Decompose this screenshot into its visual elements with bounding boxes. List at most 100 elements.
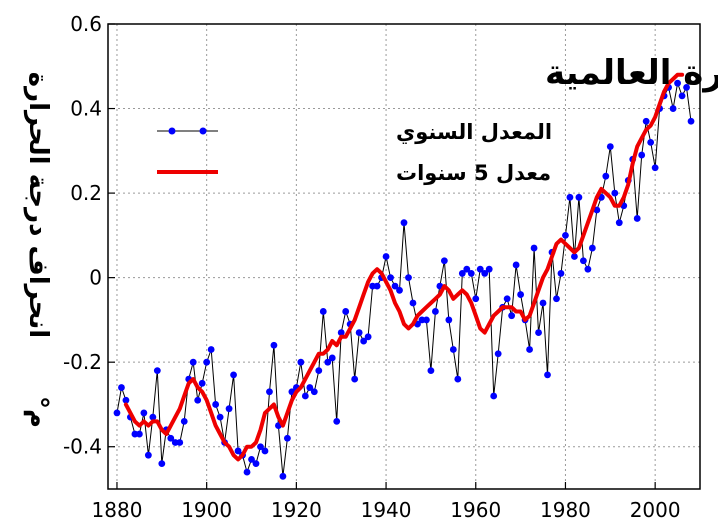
annual-mean-point	[579, 257, 587, 265]
annual-mean-point	[203, 358, 211, 366]
annual-mean-point	[409, 299, 417, 307]
annual-mean-point	[144, 451, 152, 459]
annual-mean-point	[270, 341, 278, 349]
series-layer	[113, 72, 695, 480]
annual-mean-point	[315, 367, 323, 375]
x-tick-label: 2000	[630, 498, 681, 522]
y-axis-label: انحراف درجة الحرارة	[23, 72, 53, 338]
annual-mean-point	[118, 384, 125, 391]
annual-mean-point	[584, 265, 592, 273]
annual-mean-point	[431, 308, 439, 315]
annual-mean-point	[266, 388, 273, 396]
annual-mean-point	[678, 92, 686, 100]
grid-lines	[108, 23, 700, 489]
y-tick-label: 0.2	[70, 181, 102, 205]
annual-mean-point	[252, 460, 260, 468]
annual-mean-point	[508, 312, 516, 320]
annual-mean-point	[638, 151, 646, 159]
annual-mean-point	[207, 346, 215, 353]
annual-mean-point	[310, 388, 318, 396]
annual-mean-point	[396, 286, 403, 294]
annual-mean-point	[674, 79, 681, 87]
legend-annual-marker-left	[168, 127, 176, 135]
x-tick-label: 1920	[271, 498, 322, 522]
annual-mean-point	[539, 299, 547, 307]
annual-mean-point	[113, 409, 121, 417]
annual-mean-point	[494, 350, 502, 358]
annual-mean-point	[481, 270, 489, 277]
annual-mean-point	[234, 447, 242, 455]
annual-mean-point	[503, 295, 511, 303]
annual-mean-point	[189, 358, 197, 366]
annual-mean-point	[566, 193, 574, 201]
annual-mean-point	[647, 138, 655, 146]
annual-mean-point	[364, 333, 372, 341]
annual-mean-point	[633, 215, 641, 222]
annual-mean-point	[297, 358, 305, 366]
y-tick-label: 0.4	[70, 97, 102, 121]
axis-ticks: 1880 1900 1920 1940 1960 1980 2000 -0.4 -0.2 0 0.2…	[63, 12, 681, 522]
annual-mean-point	[485, 265, 493, 273]
annual-mean-point	[257, 443, 264, 451]
annual-mean-point	[683, 84, 690, 91]
annual-mean-point	[687, 117, 695, 125]
x-tick-label: 1960	[450, 498, 501, 522]
annual-mean-point	[328, 354, 336, 362]
annual-mean-point	[135, 430, 143, 438]
annual-mean-point	[387, 274, 394, 282]
annual-mean-point	[212, 401, 220, 408]
annual-mean-point	[562, 231, 569, 239]
annual-mean-point	[651, 164, 659, 172]
annual-mean-point	[373, 282, 381, 290]
annual-mean-point	[463, 265, 471, 273]
annual-mean-point	[306, 384, 314, 391]
annual-mean-point	[158, 460, 166, 468]
annual-mean-point	[324, 358, 332, 366]
annual-mean-point	[391, 282, 399, 290]
annual-mean-point	[198, 379, 206, 387]
annual-mean-point	[449, 346, 457, 353]
annual-mean-point	[248, 456, 255, 463]
annual-mean-point	[512, 261, 520, 269]
x-tick-label: 1940	[361, 498, 412, 522]
annual-mean-point	[490, 392, 498, 400]
annual-mean-point	[337, 329, 345, 336]
annual-mean-point	[319, 308, 327, 315]
x-tick-label: 1980	[540, 498, 591, 522]
annual-mean-point	[400, 219, 408, 227]
annual-mean-point	[140, 409, 148, 417]
annual-mean-point	[602, 172, 610, 180]
legend: المعدل السنوي معدل 5 سنوات	[157, 120, 552, 185]
annual-mean-point	[342, 308, 350, 315]
annual-mean-point	[351, 375, 359, 383]
annual-mean-point	[423, 316, 430, 324]
annual-mean-point	[153, 367, 161, 375]
annual-mean-point	[593, 206, 601, 214]
annual-mean-point	[611, 189, 619, 197]
annual-mean-point	[149, 413, 157, 421]
annual-mean-point	[230, 371, 237, 379]
annual-mean-point	[642, 117, 650, 125]
annual-mean-point	[571, 253, 578, 260]
plot-frame	[107, 23, 701, 490]
annual-mean-point	[279, 472, 287, 480]
annual-mean-point	[557, 270, 565, 277]
annual-mean-point	[530, 244, 538, 252]
y-tick-label: 0	[89, 266, 102, 290]
annual-mean-point	[180, 417, 188, 425]
x-tick-label: 1900	[181, 498, 232, 522]
annual-mean-point	[333, 417, 341, 425]
annual-mean-point	[575, 193, 583, 201]
x-tick-label: 1880	[92, 498, 143, 522]
annual-mean-point	[261, 447, 269, 455]
annual-mean-point	[615, 219, 623, 227]
annual-mean-point	[427, 367, 435, 375]
annual-mean-point	[243, 468, 251, 476]
legend-annual-label: المعدل السنوي	[396, 120, 552, 145]
annual-mean-point	[355, 329, 363, 336]
annual-mean-point	[301, 392, 309, 400]
annual-mean-point	[216, 413, 224, 421]
annual-mean-point	[454, 375, 462, 383]
annual-mean-point	[476, 265, 484, 273]
